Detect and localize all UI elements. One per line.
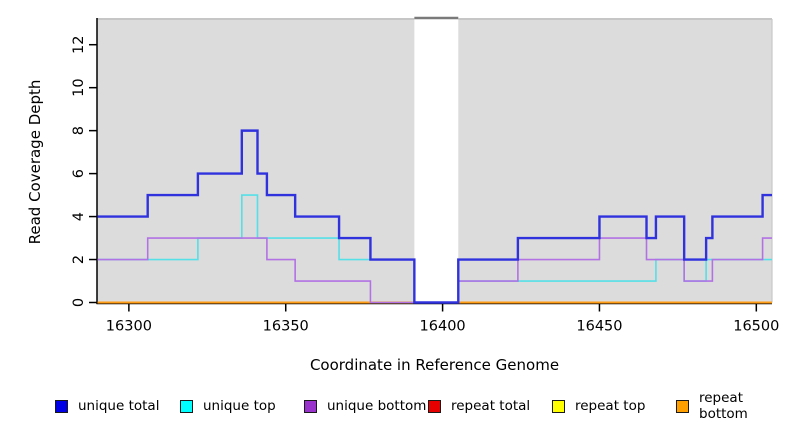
y-axis-title: Read Coverage Depth [26, 79, 44, 245]
legend-item-repeat-bottom: repeat bottom [676, 390, 792, 422]
y-tick-label: 6 [71, 169, 87, 178]
legend: unique total unique top unique bottom re… [0, 390, 792, 422]
x-tick-label: 16300 [106, 319, 152, 335]
y-tick-label: 0 [71, 298, 87, 307]
legend-item-unique-total: unique total [55, 398, 159, 414]
y-tick-label: 2 [71, 255, 87, 264]
repeat-top-swatch-icon [552, 399, 565, 413]
x-tick-label: 16450 [576, 319, 622, 335]
legend-label: unique total [78, 398, 160, 414]
legend-label: unique top [203, 398, 276, 414]
repeat-total-swatch-icon [428, 399, 441, 413]
x-tick-label: 16350 [263, 319, 309, 335]
y-tick-label: 4 [71, 212, 87, 221]
y-tick-label: 8 [71, 126, 87, 135]
legend-item-repeat-total: repeat total [428, 398, 530, 414]
unique-bottom-swatch-icon [304, 399, 317, 413]
x-tick-label: 16500 [733, 319, 779, 335]
repeat-bottom-swatch-icon [676, 399, 689, 413]
unique-total-swatch-icon [55, 399, 68, 413]
legend-label: repeat top [575, 398, 646, 414]
legend-label: unique bottom [327, 398, 427, 414]
legend-label: repeat total [451, 398, 531, 414]
unique-top-swatch-icon [180, 399, 193, 413]
legend-item-unique-top: unique top [180, 398, 276, 414]
y-tick-label: 10 [71, 78, 87, 96]
y-tick-label: 12 [71, 35, 87, 53]
x-axis-title: Coordinate in Reference Genome [309, 356, 560, 374]
x-tick-label: 16400 [420, 319, 466, 335]
plot-panel [97, 20, 772, 303]
legend-item-unique-bottom: unique bottom [304, 398, 426, 414]
legend-item-repeat-top: repeat top [552, 398, 645, 414]
legend-label: repeat bottom [699, 390, 748, 422]
